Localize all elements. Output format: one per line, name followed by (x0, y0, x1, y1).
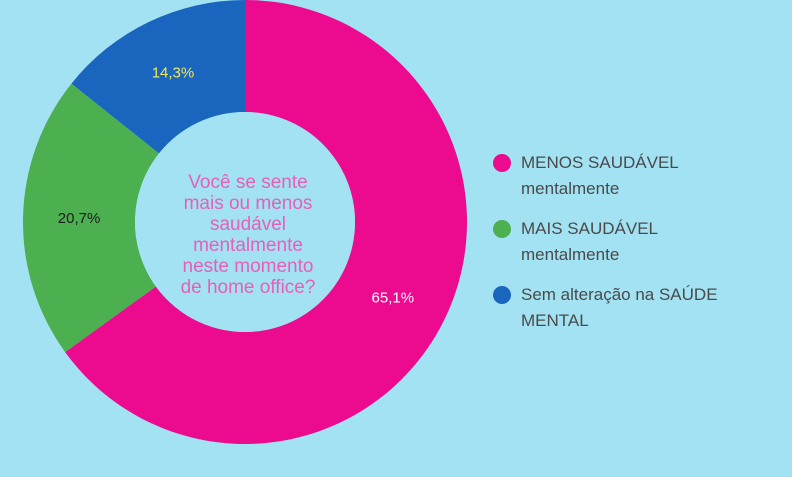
data-label-menos-saudavel: 65,1% (372, 290, 415, 307)
donut-slice-menos-saudavel (65, 0, 467, 444)
data-label-sem-alteracao: 14,3% (152, 64, 195, 81)
donut-slice-sem-alteracao (71, 0, 245, 154)
legend-label: mentalmente (521, 179, 620, 198)
chart-title-line: de home office? (180, 277, 316, 298)
legend-swatch-icon (493, 286, 511, 304)
legend-label: MAIS SAUDÁVEL (521, 219, 658, 238)
chart-title-line: neste momento (182, 256, 314, 277)
chart-title-line: mais ou menos (183, 193, 313, 214)
legend-label: mentalmente (521, 245, 620, 264)
legend-swatch-icon (493, 220, 511, 238)
chart-title-line: saudável (209, 214, 287, 235)
legend: MENOS SAUDÁVEL mentalmente MAIS SAUDÁVEL… (493, 150, 783, 348)
chart-title: Você se sente mais ou menos saudável men… (175, 172, 321, 298)
legend-label: MENOS SAUDÁVEL (521, 153, 679, 172)
legend-swatch-icon (493, 154, 511, 172)
chart-title-line: mentalmente (193, 235, 303, 256)
legend-label: MENTAL (521, 311, 589, 330)
data-label-mais-saudavel: 20,7% (58, 210, 101, 227)
legend-label: Sem alteração na SAÚDE (521, 285, 718, 304)
legend-item-sem-alteracao: Sem alteração na SAÚDE MENTAL (493, 282, 783, 334)
donut-slice-mais-saudavel (22, 83, 159, 353)
legend-item-menos-saudavel: MENOS SAUDÁVEL mentalmente (493, 150, 783, 202)
legend-item-mais-saudavel: MAIS SAUDÁVEL mentalmente (493, 216, 783, 268)
chart-title-line: Você se sente (188, 172, 308, 193)
donut-hole (135, 112, 355, 332)
